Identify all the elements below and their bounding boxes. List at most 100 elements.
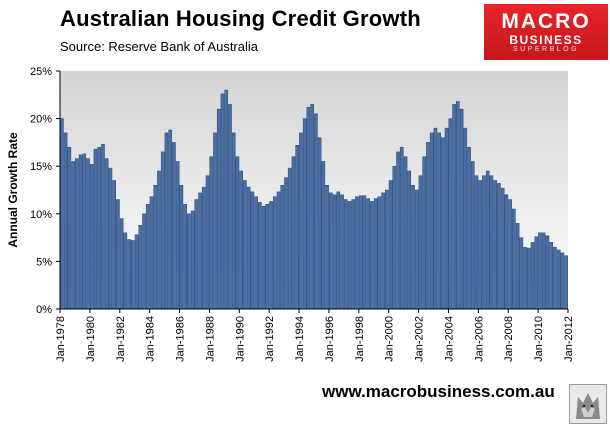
y-tick-label: 0%: [36, 304, 52, 316]
bar: [261, 205, 266, 310]
bar: [272, 196, 277, 310]
bar: [205, 175, 210, 310]
bar: [377, 196, 382, 310]
bar: [157, 170, 161, 310]
bar: [321, 161, 326, 310]
bar: [482, 175, 486, 310]
bar: [523, 246, 527, 310]
bar: [538, 232, 542, 310]
bar: [444, 127, 449, 310]
bar: [314, 113, 318, 310]
bar: [332, 194, 337, 310]
y-axis-label: Annual Growth Rate: [6, 132, 20, 248]
x-tick-label: Jan-1978: [55, 316, 67, 362]
bar: [441, 137, 445, 310]
bar: [414, 189, 419, 310]
bar: [164, 132, 169, 310]
x-tick-label: Jan-2012: [563, 316, 575, 362]
bar: [560, 252, 565, 310]
bar: [388, 180, 393, 310]
x-tick-label: Jan-1998: [354, 316, 366, 362]
website-url: www.macrobusiness.com.au: [322, 382, 555, 401]
x-tick-label: Jan-1986: [175, 316, 187, 362]
x-axis-ticks: Jan-1978 Jan-1980 Jan-1982 Jan-1984 Jan-1986…: [55, 309, 575, 362]
bar: [504, 194, 509, 310]
bar: [71, 161, 75, 310]
bar: [452, 104, 456, 310]
bar: [463, 127, 468, 310]
wolf-logo-icon: [569, 384, 607, 424]
bar: [541, 232, 546, 310]
bar: [108, 167, 113, 310]
bar: [187, 213, 191, 310]
housing-credit-chart: 0% 5% 10% 15% 20% 25% Jan-1978 Jan-1980 Jan-198…: [6, 66, 575, 362]
bar: [385, 189, 389, 310]
bar: [183, 204, 187, 310]
bar: [74, 158, 79, 310]
bar: [149, 196, 154, 310]
bar: [422, 156, 427, 310]
bar: [556, 249, 561, 310]
bar: [160, 151, 165, 310]
bar: [437, 132, 441, 310]
bar: [284, 177, 288, 310]
bar: [97, 146, 102, 310]
bar: [209, 156, 214, 310]
bar: [343, 199, 348, 310]
x-tick-label: Jan-2008: [503, 316, 515, 362]
x-tick-label: Jan-1982: [115, 316, 127, 362]
bar: [299, 132, 303, 310]
bar: [328, 192, 333, 310]
bar: [175, 161, 180, 310]
bar: [287, 167, 292, 310]
y-tick-label: 25%: [30, 66, 52, 78]
bar: [474, 175, 479, 310]
bar: [101, 144, 105, 310]
bar: [131, 240, 135, 310]
bar: [269, 201, 273, 310]
bar: [213, 132, 217, 310]
bar: [82, 153, 87, 310]
x-tick-label: Jan-1990: [234, 316, 246, 362]
bar: [231, 132, 236, 310]
logo-line-2: BUSINESS: [509, 33, 583, 47]
y-axis-ticks: 0% 5% 10% 15% 20% 25%: [30, 66, 60, 316]
bar: [470, 161, 475, 310]
bar: [60, 118, 64, 310]
bar: [243, 180, 247, 310]
bar: [198, 192, 202, 310]
x-tick-label: Jan-2004: [444, 316, 456, 362]
bar: [116, 199, 120, 310]
logo-line-3: SUPERBLOG: [512, 46, 580, 53]
bar: [254, 196, 258, 310]
bar: [306, 106, 311, 310]
bar: [235, 156, 240, 310]
bar: [347, 201, 352, 310]
bar: [127, 239, 131, 310]
bar: [530, 242, 535, 310]
bar: [399, 146, 404, 310]
bar: [291, 156, 296, 310]
bar: [145, 204, 150, 310]
bar: [549, 242, 554, 310]
bar: [119, 218, 124, 310]
bar: [426, 142, 430, 310]
bar: [201, 186, 206, 310]
bar: [250, 191, 255, 310]
x-tick-label: Jan-1992: [264, 316, 276, 362]
x-tick-label: Jan-2010: [533, 316, 545, 362]
bar: [429, 132, 434, 310]
bar: [190, 210, 195, 310]
bar: [515, 223, 520, 310]
bar: [216, 108, 221, 310]
bar: [168, 129, 173, 310]
bar: [534, 236, 539, 310]
bar: [455, 101, 460, 310]
bar: [381, 192, 385, 310]
x-tick-label: Jan-2002: [414, 316, 426, 362]
bar: [493, 180, 497, 310]
macro-business-logo: MACRO BUSINESS SUPERBLOG: [484, 4, 608, 60]
logo-line-1: MACRO: [501, 10, 591, 33]
bar: [545, 235, 550, 310]
bar: [302, 118, 307, 310]
